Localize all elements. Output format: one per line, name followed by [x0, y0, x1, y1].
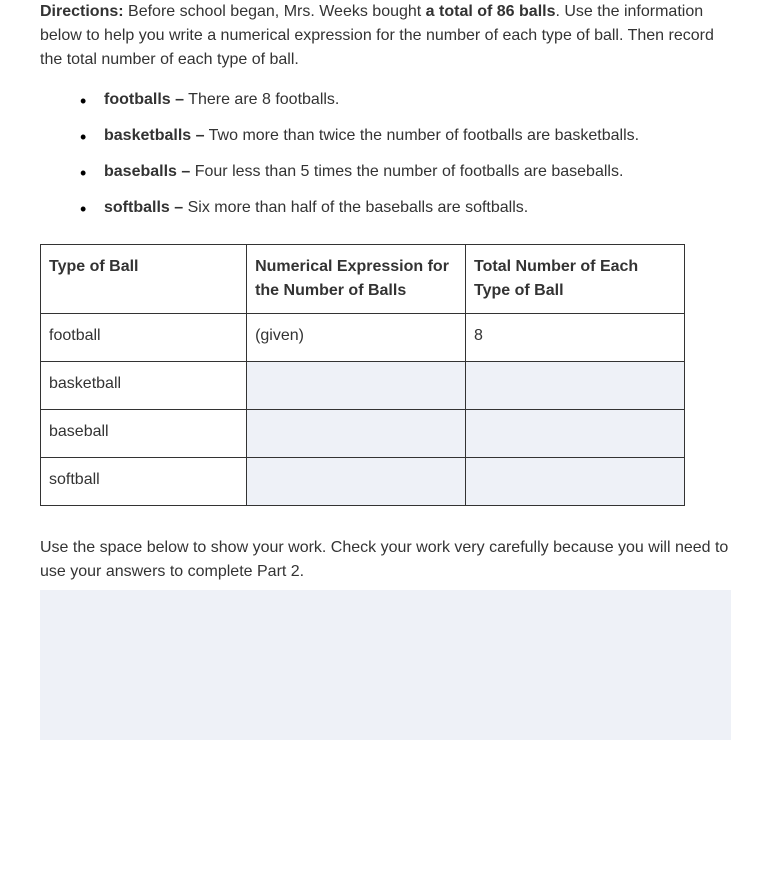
bullet-term: basketballs – [104, 127, 205, 144]
directions-highlight: a total of 86 balls [426, 3, 556, 20]
table-row: football(given)8 [41, 314, 685, 362]
bullet-item: footballs – There are 8 footballs. [80, 88, 731, 112]
bullet-term: baseballs – [104, 163, 190, 180]
cell-type: football [41, 314, 247, 362]
bullet-item: basketballs – Two more than twice the nu… [80, 124, 731, 148]
header-expression: Numerical Expression for the Number of B… [247, 245, 466, 314]
directions-label: Directions: [40, 3, 124, 20]
bullet-term: footballs – [104, 91, 184, 108]
cell-expression: (given) [247, 314, 466, 362]
table-header-row: Type of Ball Numerical Expression for th… [41, 245, 685, 314]
bullet-desc: Four less than 5 times the number of foo… [190, 163, 623, 180]
cell-total[interactable] [466, 410, 685, 458]
directions-text-before: Before school began, Mrs. Weeks bought [124, 3, 426, 20]
table-body: football(given)8basketballbaseballsoftba… [41, 314, 685, 506]
cell-expression[interactable] [247, 362, 466, 410]
table-row: softball [41, 458, 685, 506]
cell-type: baseball [41, 410, 247, 458]
work-area[interactable] [40, 590, 731, 740]
bullet-desc: Six more than half of the baseballs are … [183, 199, 528, 216]
cell-expression[interactable] [247, 458, 466, 506]
cell-total[interactable] [466, 362, 685, 410]
work-instructions: Use the space below to show your work. C… [40, 536, 731, 584]
table-row: basketball [41, 362, 685, 410]
bullet-desc: Two more than twice the number of footba… [205, 127, 640, 144]
bullet-desc: There are 8 footballs. [184, 91, 339, 108]
balls-table: Type of Ball Numerical Expression for th… [40, 244, 685, 506]
bullet-list: footballs – There are 8 footballs. baske… [40, 88, 731, 220]
cell-type: softball [41, 458, 247, 506]
cell-type: basketball [41, 362, 247, 410]
cell-total[interactable] [466, 458, 685, 506]
bullet-item: softballs – Six more than half of the ba… [80, 196, 731, 220]
header-total: Total Number of Each Type of Ball [466, 245, 685, 314]
directions-paragraph: Directions: Before school began, Mrs. We… [40, 0, 731, 72]
header-type-of-ball: Type of Ball [41, 245, 247, 314]
bullet-item: baseballs – Four less than 5 times the n… [80, 160, 731, 184]
cell-total: 8 [466, 314, 685, 362]
cell-expression[interactable] [247, 410, 466, 458]
bullet-term: softballs – [104, 199, 183, 216]
table-row: baseball [41, 410, 685, 458]
